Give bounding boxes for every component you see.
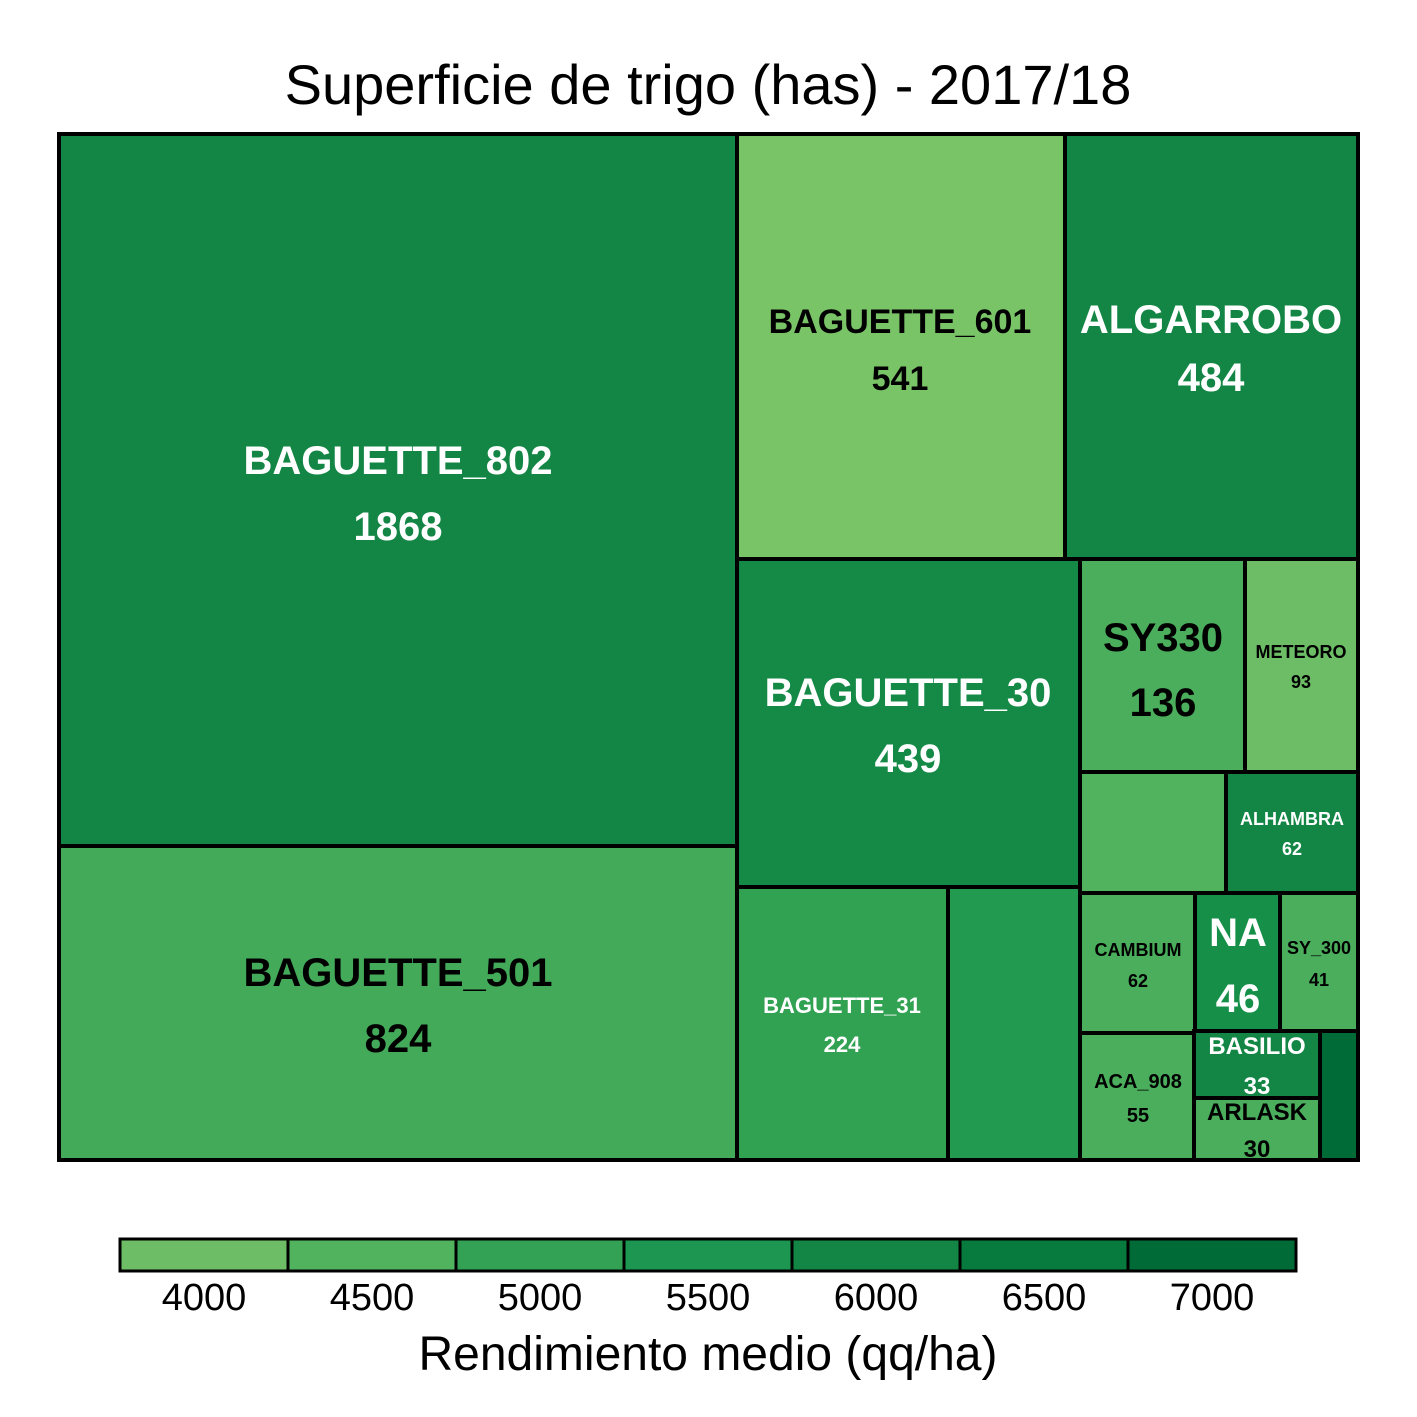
tile-name-label: BAGUETTE_30 [765,671,1052,715]
legend-swatch [454,1237,626,1273]
tile-name-label: SY_300 [1287,938,1351,958]
treemap-tile [1318,1029,1360,1162]
treemap-tile: BAGUETTE_501 824 [57,844,739,1162]
chart-title: Superficie de trigo (has) - 2017/18 [285,53,1132,116]
tile-name-label: ACA_908 [1094,1071,1182,1093]
treemap-tile: CAMBIUM 62 [1078,891,1197,1035]
tile-value-label: 824 [365,1017,432,1061]
tile-name-label: NA [1209,911,1267,955]
treemap-tile: ALHAMBRA 62 [1224,770,1360,895]
tile-rect [735,885,950,1162]
legend-swatch [286,1237,458,1273]
tile-name-label: ARLASK [1207,1099,1308,1126]
treemap-tile [1078,770,1228,895]
tile-rect [57,132,739,848]
treemap-tile: SY_300 41 [1278,891,1360,1033]
tile-rect [57,844,739,1162]
treemap-tile: METEORO 93 [1243,557,1360,774]
treemap-tile: BAGUETTE_31 224 [735,885,950,1162]
tile-name-label: METEORO [1255,642,1346,662]
treemap-tile: BASILIO 33 [1192,1029,1322,1100]
legend-swatch [1126,1237,1298,1273]
treemap-tile: ACA_908 55 [1078,1031,1196,1162]
tile-name-label: BASILIO [1208,1033,1305,1060]
treemap-tile: BAGUETTE_30 439 [735,557,1082,889]
legend-swatch [118,1237,290,1273]
legend-swatch [622,1237,794,1273]
legend-tick-label: 5000 [498,1277,583,1319]
tile-rect [946,885,1082,1162]
legend-tick-label: 6000 [834,1277,919,1319]
legend-swatch [958,1237,1130,1273]
tile-rect [735,132,1067,561]
tile-rect [1243,557,1360,774]
tile-name-label: ALHAMBRA [1240,809,1344,829]
tile-rect [1224,770,1360,895]
legend-title: Rendimiento medio (qq/ha) [419,1328,998,1381]
tile-value-label: 62 [1282,839,1302,859]
tile-rect [1078,557,1247,774]
tile-rect [1318,1029,1360,1162]
tile-name-label: BAGUETTE_31 [763,993,921,1018]
tile-value-label: 46 [1216,977,1261,1021]
tile-value-label: 93 [1291,672,1311,692]
legend-tick-label: 4500 [330,1277,415,1319]
tile-rect [1078,770,1228,895]
tile-value-label: 439 [875,737,942,781]
treemap-tile: BAGUETTE_601 541 [735,132,1067,561]
legend-tick-label: 7000 [1170,1277,1255,1319]
treemap-tile [946,885,1082,1162]
tile-name-label: ALGARROBO [1080,298,1342,342]
color-legend: 4000 4500 5000 5500 6000 6500 7000 [118,1237,1298,1319]
tile-name-label: BAGUETTE_501 [244,951,553,995]
tile-rect [735,557,1082,889]
tile-rect [1063,132,1360,561]
treemap-tile: SY330 136 [1078,557,1247,774]
tile-rect [1078,891,1197,1035]
legend-tick-label: 5500 [666,1277,751,1319]
legend-swatch [790,1237,962,1273]
tile-value-label: 224 [824,1032,861,1057]
tile-value-label: 1868 [354,505,443,549]
tile-value-label: 541 [872,360,929,398]
tile-value-label: 136 [1130,681,1197,725]
treemap-tile: ALGARROBO 484 [1063,132,1360,561]
tile-name-label: BAGUETTE_802 [244,439,553,483]
tile-name-label: BAGUETTE_601 [769,303,1032,341]
treemap-tile: NA 46 [1193,891,1282,1033]
legend-tick-label: 6500 [1002,1277,1087,1319]
treemap-border [57,132,1360,1162]
tile-name-label: SY330 [1103,616,1223,660]
treemap-tiles: BAGUETTE_8021868BAGUETTE_501824BAGUETTE_… [57,132,1360,1163]
tile-rect [1278,891,1360,1033]
tile-name-label: CAMBIUM [1095,940,1182,960]
tile-value-label: 33 [1244,1073,1271,1100]
tile-value-label: 62 [1128,971,1148,991]
legend-tick-label: 4000 [162,1277,247,1319]
treemap-tile: BAGUETTE_802 1868 [57,132,739,848]
tile-rect [1078,1031,1196,1162]
tile-value-label: 41 [1309,970,1329,990]
tile-value-label: 484 [1178,356,1245,400]
tile-value-label: 55 [1127,1105,1149,1127]
